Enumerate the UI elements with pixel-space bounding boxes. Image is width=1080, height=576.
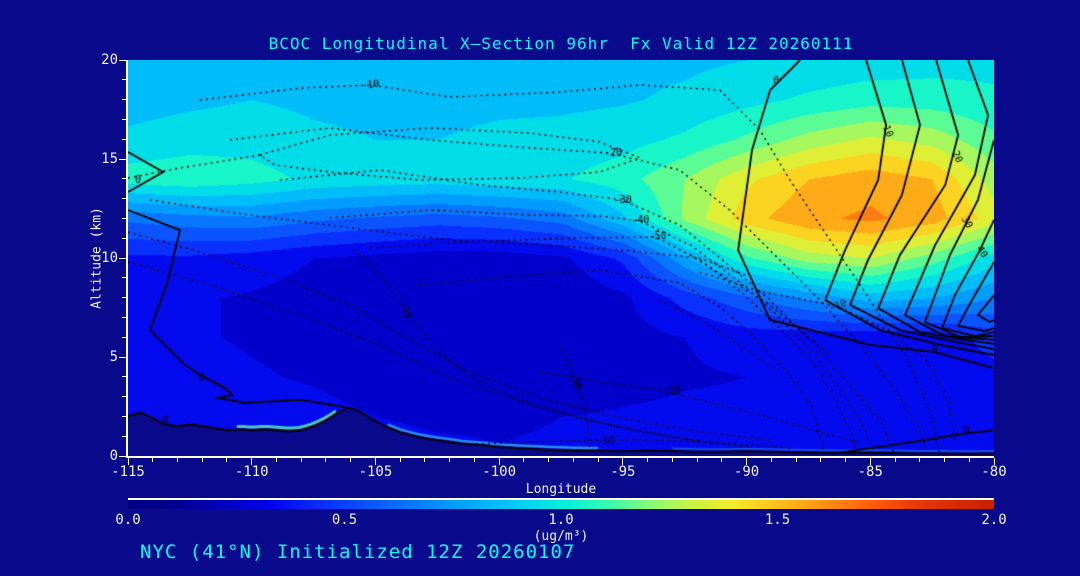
x-tick-label: -95 <box>610 464 636 480</box>
plot-area <box>126 60 994 458</box>
x-minor-tick <box>770 458 772 462</box>
x-minor-tick <box>176 458 178 462</box>
y-minor-tick <box>122 415 126 417</box>
y-minor-tick <box>122 138 126 140</box>
y-minor-tick <box>122 297 126 299</box>
x-minor-tick <box>226 458 228 462</box>
x-minor-tick <box>275 458 277 462</box>
x-tick-label: -80 <box>981 464 1007 480</box>
colorbar-border <box>128 498 994 500</box>
x-major-tick <box>746 458 748 465</box>
x-minor-tick <box>300 458 302 462</box>
x-minor-tick <box>894 458 896 462</box>
colorbar-tick-label: 2.0 <box>981 512 1007 528</box>
x-minor-tick <box>919 458 921 462</box>
y-minor-tick <box>122 217 126 219</box>
y-minor-tick <box>122 178 126 180</box>
x-minor-tick <box>845 458 847 462</box>
contour-field-canvas <box>128 60 994 456</box>
y-minor-tick <box>122 79 126 81</box>
y-minor-tick <box>122 396 126 398</box>
x-major-tick <box>127 458 129 465</box>
x-minor-tick <box>820 458 822 462</box>
x-minor-tick <box>647 458 649 462</box>
y-minor-tick <box>122 198 126 200</box>
colorbar-gradient <box>128 500 994 509</box>
colorbar-tick-label: 1.0 <box>548 512 574 528</box>
x-tick-label: -110 <box>234 464 269 480</box>
y-major-tick <box>119 455 126 457</box>
x-minor-tick <box>572 458 574 462</box>
y-major-tick <box>119 356 126 358</box>
x-minor-tick <box>449 458 451 462</box>
x-minor-tick <box>325 458 327 462</box>
x-tick-label: -100 <box>482 464 516 480</box>
y-tick-label: 5 <box>109 349 118 365</box>
y-major-tick <box>119 59 126 61</box>
x-minor-tick <box>795 458 797 462</box>
y-minor-tick <box>122 118 126 120</box>
y-major-tick <box>119 257 126 259</box>
x-axis-title: Longitude <box>525 482 597 497</box>
x-minor-tick <box>944 458 945 462</box>
colorbar-tick-label: 1.5 <box>764 512 791 528</box>
x-major-tick <box>869 458 871 465</box>
x-tick-label: -90 <box>733 464 760 480</box>
x-major-tick <box>251 458 253 465</box>
y-tick-label: 20 <box>101 52 118 68</box>
x-tick-label: -115 <box>111 464 145 480</box>
y-minor-tick <box>122 435 126 437</box>
x-minor-tick <box>721 458 723 462</box>
y-minor-tick <box>122 277 126 279</box>
x-major-tick <box>622 458 624 465</box>
y-minor-tick <box>122 99 126 101</box>
y-tick-label: 15 <box>101 151 118 167</box>
colorbar-unit: (ug/m³) <box>533 529 589 544</box>
x-minor-tick <box>671 458 673 462</box>
x-minor-tick <box>696 458 698 462</box>
colorbar-tick-label: 0.0 <box>115 512 141 528</box>
x-minor-tick <box>523 458 525 462</box>
x-minor-tick <box>152 458 154 462</box>
y-tick-label: 10 <box>101 250 118 266</box>
y-minor-tick <box>122 237 126 239</box>
x-minor-tick <box>399 458 401 462</box>
x-major-tick <box>993 458 995 465</box>
colorbar-tick-label: 0.5 <box>331 512 358 528</box>
x-tick-label: -105 <box>358 464 393 480</box>
y-minor-tick <box>122 336 126 338</box>
x-minor-tick <box>201 458 203 462</box>
x-minor-tick <box>597 458 599 462</box>
x-minor-tick <box>548 458 550 462</box>
x-minor-tick <box>424 458 426 462</box>
y-minor-tick <box>122 316 126 318</box>
x-tick-label: -85 <box>857 464 883 480</box>
plot-title: BCOC Longitudinal X—Section 96hr Fx Vali… <box>268 34 854 53</box>
init-caption: NYC (41°N) Initialized 12Z 20260107 <box>140 541 576 563</box>
x-minor-tick <box>968 458 970 462</box>
x-major-tick <box>374 458 376 465</box>
x-minor-tick <box>350 458 352 462</box>
y-tick-label: 0 <box>109 448 118 464</box>
x-minor-tick <box>473 458 475 462</box>
y-minor-tick <box>122 376 126 378</box>
x-major-tick <box>498 458 500 465</box>
y-major-tick <box>119 158 126 160</box>
